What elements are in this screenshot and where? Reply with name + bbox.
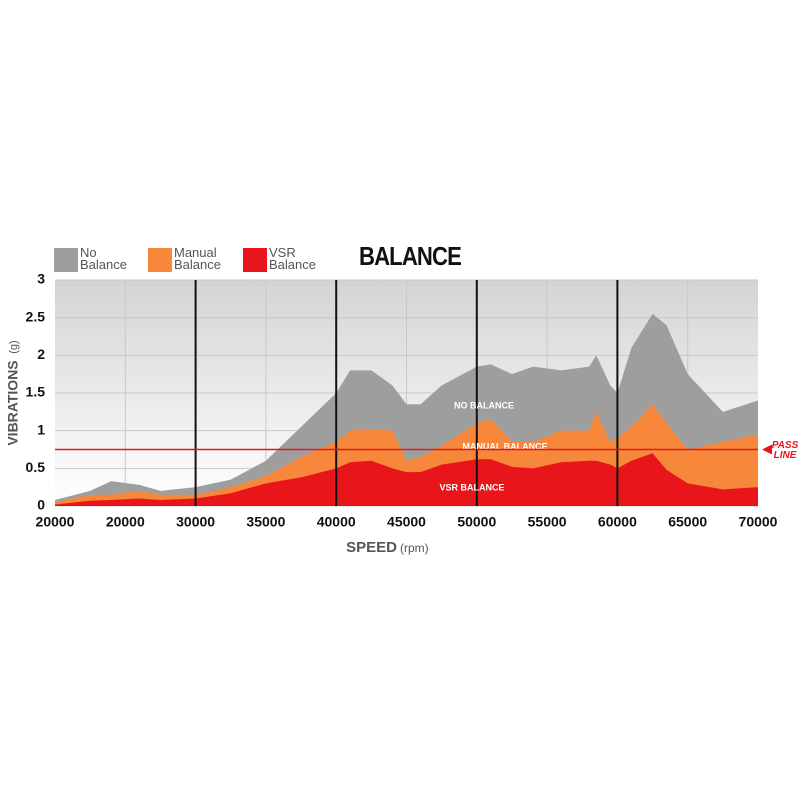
- area-annotation: NO BALANCE: [454, 400, 514, 410]
- legend-swatch: [148, 248, 172, 272]
- x-tick-label: 20000: [106, 514, 145, 530]
- y-tick-label: 2: [37, 346, 45, 362]
- chart-title: BALANCE: [359, 242, 462, 271]
- y-tick-label: 3: [37, 271, 45, 287]
- y-tick-label: 1: [37, 421, 45, 437]
- legend-swatch: [243, 248, 267, 272]
- pass-arrow: [762, 444, 772, 455]
- legend-label: Manual Balance: [174, 245, 221, 272]
- y-tick-label: 0.5: [26, 459, 46, 475]
- legend-label: VSR Balance: [269, 245, 316, 272]
- x-tick-label: 20000: [36, 514, 75, 530]
- y-tick-label: 1.5: [26, 384, 46, 400]
- x-tick-label: 55000: [528, 514, 567, 530]
- pass-line-label: PASS LINE: [771, 439, 799, 461]
- x-axis-label: SPEED: [346, 539, 397, 556]
- x-tick-label: 45000: [387, 514, 426, 530]
- area: [55, 453, 758, 506]
- x-tick-label: 30000: [176, 514, 215, 530]
- legend-label: No Balance: [80, 245, 127, 272]
- x-tick-label: 40000: [317, 514, 356, 530]
- x-tick-label: 35000: [246, 514, 285, 530]
- y-axis-unit: (g): [8, 340, 20, 353]
- x-tick-label: 60000: [598, 514, 637, 530]
- y-tick-label: 2.5: [26, 308, 46, 324]
- y-axis-label: VIBRATIONS: [5, 360, 21, 445]
- x-tick-label: 70000: [739, 514, 778, 530]
- area-annotation: MANUAL BALANCE: [462, 441, 547, 451]
- x-tick-label: 65000: [668, 514, 707, 530]
- x-tick-label: 50000: [457, 514, 496, 530]
- y-tick-label: 0: [37, 497, 45, 513]
- legend-swatch: [54, 248, 78, 272]
- area-annotation: VSR BALANCE: [439, 482, 504, 492]
- x-axis-unit: (rpm): [400, 541, 429, 555]
